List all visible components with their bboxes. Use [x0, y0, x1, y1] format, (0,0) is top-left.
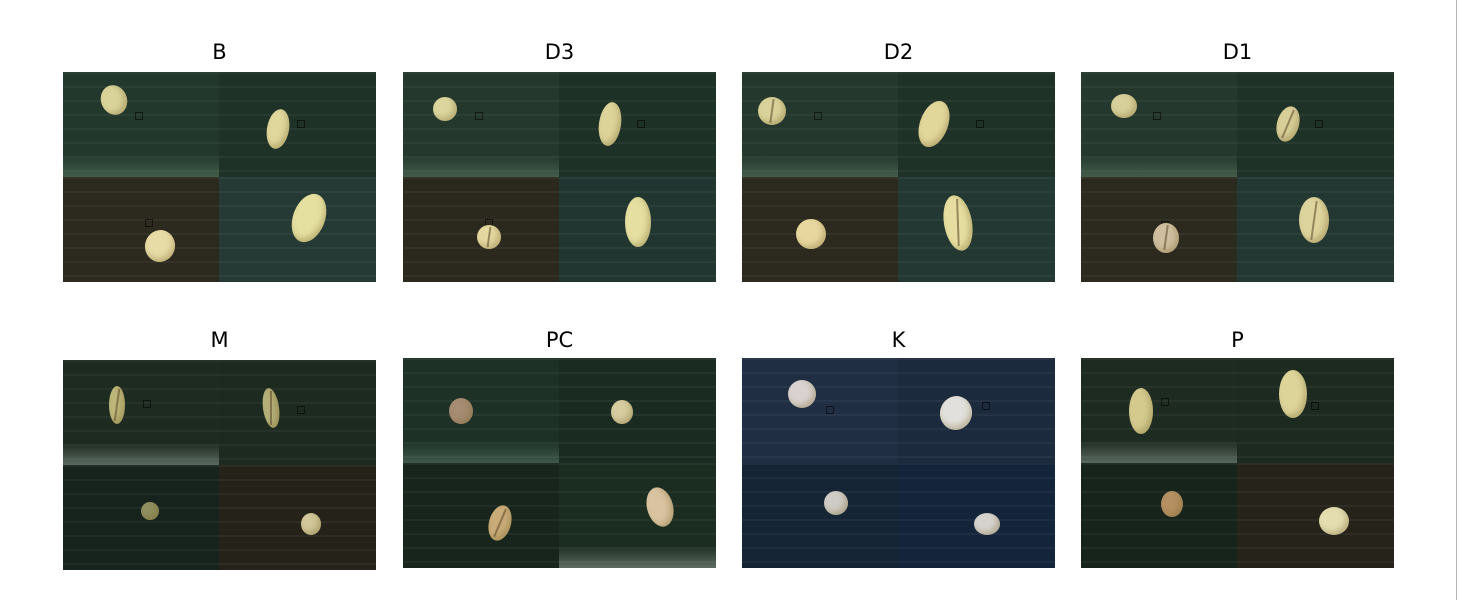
- sample-image: [63, 465, 219, 570]
- image-grid: [403, 72, 716, 282]
- sample-image: [1081, 463, 1237, 568]
- image-grid: [1081, 72, 1394, 282]
- sample-image: [403, 72, 559, 177]
- sample-image: [1237, 358, 1394, 463]
- sample-image: [559, 358, 716, 463]
- sample-image: [63, 72, 219, 177]
- image-grid: [742, 72, 1055, 282]
- image-grid: [63, 72, 376, 282]
- image-grid: [403, 358, 716, 568]
- sample-image: [1237, 463, 1394, 568]
- panel-title: M: [210, 328, 229, 352]
- right-border-line: [1456, 0, 1457, 600]
- sample-image: [559, 72, 716, 177]
- sample-image: [559, 177, 716, 282]
- sample-image: [742, 72, 898, 177]
- sample-image: [1237, 72, 1394, 177]
- sample-image: [63, 177, 219, 282]
- sample-image: [898, 177, 1055, 282]
- sample-image: [1081, 177, 1237, 282]
- sample-image: [219, 177, 376, 282]
- sample-image: [1081, 72, 1237, 177]
- image-grid: [1081, 358, 1394, 568]
- panel-title: K: [891, 328, 906, 352]
- panel-title: D3: [544, 40, 575, 64]
- sample-image: [1237, 177, 1394, 282]
- sample-image: [219, 360, 376, 465]
- sample-image: [898, 72, 1055, 177]
- panel-title: P: [1231, 328, 1244, 352]
- image-grid: [742, 358, 1055, 568]
- sample-image: [742, 358, 898, 463]
- panel-title: D1: [1222, 40, 1253, 64]
- panel-title: B: [212, 40, 227, 64]
- sample-image: [898, 358, 1055, 463]
- sample-image: [219, 465, 376, 570]
- sample-image: [63, 360, 219, 465]
- sample-image: [742, 177, 898, 282]
- panel-title: D2: [883, 40, 914, 64]
- panel-title: PC: [545, 328, 574, 352]
- sample-image: [219, 72, 376, 177]
- sample-image: [403, 463, 559, 568]
- sample-image: [403, 177, 559, 282]
- sample-image: [559, 463, 716, 568]
- image-grid: [63, 360, 376, 570]
- sample-image: [403, 358, 559, 463]
- sample-image: [742, 463, 898, 568]
- sample-image: [1081, 358, 1237, 463]
- sample-image: [898, 463, 1055, 568]
